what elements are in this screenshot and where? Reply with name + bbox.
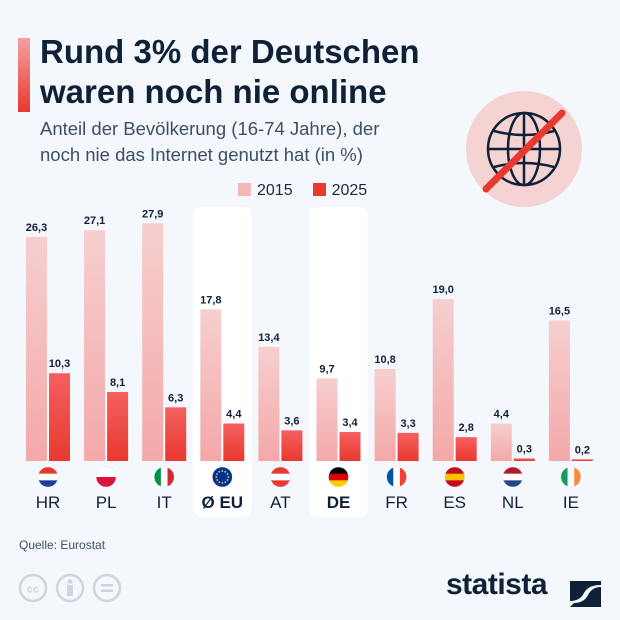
legend-item-2025: 2025 — [312, 182, 368, 200]
value-label: 26,3 — [26, 222, 47, 234]
italy-flag-icon — [153, 466, 175, 488]
croatia-flag-icon — [37, 466, 59, 488]
bar-2025-DE — [339, 432, 361, 461]
value-label: 3,3 — [400, 418, 415, 430]
category-label: FR — [385, 493, 408, 512]
bar-2015-HR — [26, 236, 47, 461]
bar-2015-DE — [316, 378, 338, 461]
bar-2025-IT — [165, 407, 187, 461]
bar-2015-IE — [548, 320, 570, 461]
value-label: 8,1 — [110, 377, 125, 389]
netherlands-flag-icon — [502, 466, 524, 488]
title-accent-bar — [18, 38, 30, 112]
category-label: Ø EU — [202, 493, 244, 512]
bar-2025-PL — [107, 391, 129, 461]
value-label: 3,6 — [284, 415, 299, 427]
bar-2015-ES — [432, 299, 454, 461]
category-label: ES — [443, 493, 466, 512]
legend-label-2015: 2015 — [257, 182, 293, 199]
value-label: 9,7 — [319, 363, 334, 375]
legend-item-2015: 2015 — [238, 182, 293, 200]
bar-2025-HR — [49, 373, 70, 461]
svg-text:cc: cc — [27, 584, 39, 596]
subtitle-line-1: Anteil der Bevölkerung (16-74 Jahre), de… — [40, 118, 380, 139]
value-label: 0,3 — [517, 443, 532, 455]
value-label: 2,8 — [459, 422, 474, 434]
category-label: AT — [270, 493, 290, 512]
bar-2015-FR — [374, 368, 396, 461]
value-label: 10,8 — [374, 354, 395, 366]
category-label: PL — [96, 493, 117, 512]
legend-label-2025: 2025 — [331, 182, 368, 199]
nd-icon — [92, 573, 122, 603]
ireland-flag-icon — [560, 466, 582, 488]
category-label: IE — [563, 493, 579, 512]
france-flag-icon — [386, 466, 407, 488]
value-label: 4,4 — [494, 409, 510, 421]
austria-flag-icon — [270, 466, 291, 488]
no-internet-globe-icon — [466, 91, 582, 207]
license-icons: cc — [18, 573, 122, 603]
spain-flag-icon — [444, 466, 465, 488]
bar-2015-Ø EU — [200, 309, 222, 461]
statista-logo-mark — [570, 581, 601, 607]
eu-flag-icon — [212, 466, 233, 488]
value-label: 3,4 — [342, 417, 358, 429]
value-label: 4,4 — [226, 409, 242, 421]
bar-2015-IT — [142, 223, 164, 461]
legend-swatch-2025 — [312, 183, 326, 196]
value-label: 27,9 — [142, 208, 163, 220]
by-icon — [55, 573, 85, 603]
bar-2015-AT — [258, 346, 280, 461]
poland-flag-icon — [95, 466, 117, 488]
bar-2025-Ø EU — [223, 423, 245, 461]
legend-swatch-2015 — [238, 183, 251, 196]
value-label: 16,5 — [549, 305, 570, 317]
title-line-1: Rund 3% der Deutschen — [40, 33, 420, 70]
bar-2025-ES — [455, 437, 477, 461]
value-label: 13,4 — [258, 332, 280, 344]
category-label: HR — [36, 493, 61, 512]
category-label: IT — [157, 493, 172, 512]
subtitle: Anteil der Bevölkerung (16-74 Jahre), de… — [40, 116, 440, 168]
bar-2025-FR — [397, 432, 419, 461]
germany-flag-icon — [328, 466, 349, 488]
value-label: 19,0 — [432, 284, 453, 296]
bar-2025-IE — [571, 459, 593, 461]
title-line-2: waren noch nie online — [40, 73, 387, 110]
value-label: 0,2 — [575, 444, 590, 456]
bar-2015-NL — [490, 423, 512, 461]
value-label: 10,3 — [49, 358, 70, 370]
value-label: 17,8 — [200, 294, 221, 306]
source: Quelle: Eurostat — [19, 538, 106, 552]
bar-2025-AT — [281, 430, 303, 461]
value-label: 27,1 — [84, 215, 105, 227]
bar-2025-NL — [513, 458, 535, 461]
category-label: NL — [502, 493, 524, 512]
legend: 2015 2025 — [238, 182, 367, 200]
cc-icon: cc — [18, 573, 48, 603]
value-label: 6,3 — [168, 392, 183, 404]
subtitle-line-2: noch nie das Internet genutzt hat (in %) — [40, 144, 363, 165]
statista-logo: statista — [446, 568, 548, 601]
bar-2015-PL — [84, 230, 106, 461]
category-label: DE — [327, 493, 351, 512]
page-title: Rund 3% der Deutschen waren noch nie onli… — [40, 32, 420, 112]
